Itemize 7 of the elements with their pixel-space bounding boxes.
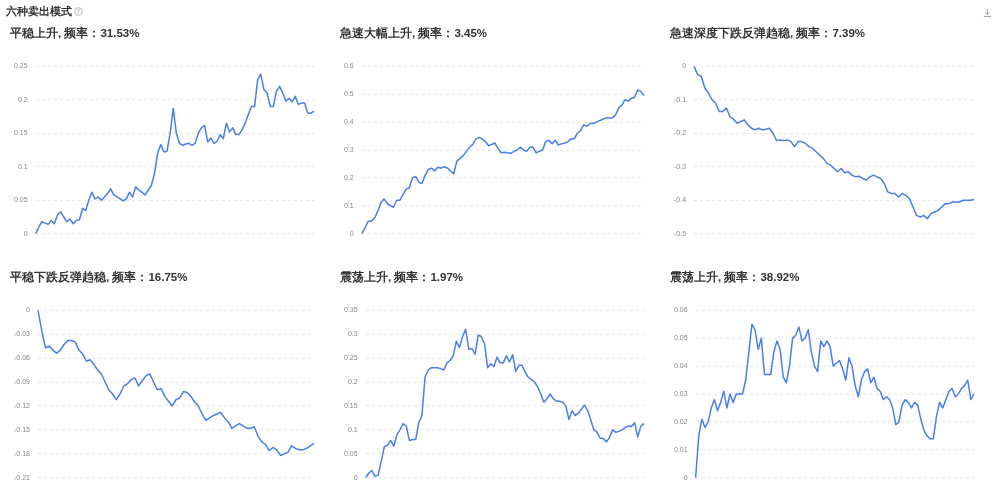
text: 六种卖出模式 [6,4,72,19]
chart-title: 急速深度下跌反弹趋稳, 频率：7.39% [670,26,865,41]
chart-title: 平稳上升, 频率：31.53% [10,26,140,41]
chart-title: 震荡上升, 频率：38.92% [670,270,800,285]
chart-title: 平稳下跌反弹趋稳, 频率：16.75% [10,270,188,285]
chart-title: 震荡上升, 频率：1.97% [340,270,463,285]
chart-title: 急速大幅上升, 频率：3.45% [340,26,487,41]
